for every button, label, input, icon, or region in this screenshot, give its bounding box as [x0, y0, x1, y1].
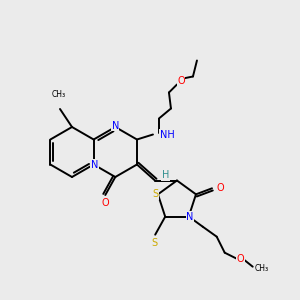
- Text: O: O: [216, 183, 224, 193]
- Text: N: N: [186, 212, 194, 222]
- Text: O: O: [101, 198, 109, 208]
- Text: CH₃: CH₃: [255, 264, 269, 273]
- Text: O: O: [177, 76, 185, 85]
- Text: N: N: [91, 160, 98, 170]
- Text: S: S: [153, 189, 159, 199]
- Text: O: O: [237, 254, 244, 264]
- Text: S: S: [151, 238, 157, 248]
- Text: CH₃: CH₃: [52, 90, 66, 99]
- Text: H: H: [162, 170, 169, 181]
- Text: N: N: [112, 121, 119, 131]
- Text: NH: NH: [160, 130, 175, 140]
